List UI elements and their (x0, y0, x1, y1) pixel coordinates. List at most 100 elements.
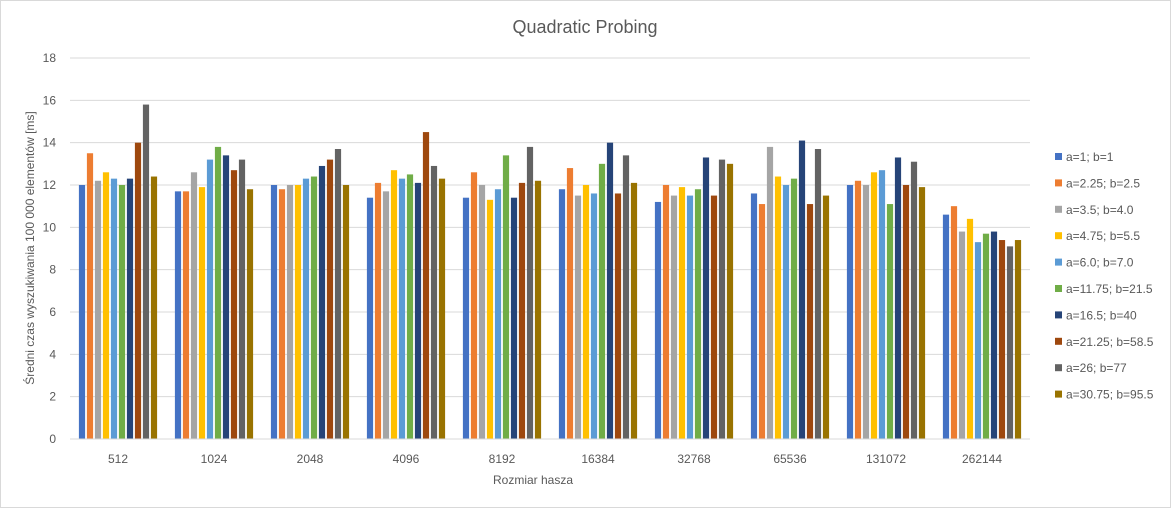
legend-swatch (1055, 258, 1062, 266)
bar (846, 185, 854, 439)
bar (670, 195, 678, 439)
legend-swatch (1055, 390, 1062, 398)
bar (558, 189, 566, 439)
legend: a=1; b=1 a=2.25; b=2.5 a=3.5; b=4.0 a=4.75;… (1055, 150, 1154, 402)
bar (478, 185, 486, 439)
bar (102, 172, 110, 440)
x-tick-label: 512 (108, 452, 128, 466)
bar (798, 140, 806, 440)
bar (918, 187, 926, 439)
bar (150, 176, 158, 440)
legend-swatch (1055, 285, 1062, 292)
bar (110, 178, 118, 439)
bar (126, 178, 134, 439)
bar (470, 172, 478, 440)
bar (214, 146, 222, 439)
x-tick-label: 16384 (581, 452, 615, 466)
legend-swatch (1055, 337, 1062, 345)
y-axis-ticks: 0 2 4 6 8 10 12 14 16 18 (43, 51, 57, 446)
bar (278, 189, 286, 439)
bar (238, 159, 246, 439)
bar (790, 178, 798, 439)
chart-title: Quadratic Probing (512, 17, 657, 37)
bar (862, 185, 870, 439)
y-axis-title: Średni czas wyszukiwania 100 000 element… (22, 111, 37, 384)
bar (318, 165, 326, 439)
bar (606, 142, 614, 439)
legend-label: a=11.75; b=21.5 (1066, 282, 1153, 296)
bar (174, 191, 182, 439)
bar (662, 185, 670, 439)
bar (382, 191, 390, 439)
bar (574, 195, 582, 439)
bar (590, 193, 598, 439)
bar (510, 197, 518, 439)
bar (142, 104, 150, 440)
x-axis-ticks: 512 1024 2048 4096 8192 16384 32768 65536 131072… (108, 452, 1002, 466)
legend-label: a=3.5; b=4.0 (1066, 203, 1134, 217)
x-tick-label: 4096 (393, 452, 420, 466)
gridlines (70, 57, 1030, 398)
bar (406, 174, 414, 439)
bar (294, 185, 302, 439)
bar (270, 185, 278, 439)
bar (566, 168, 574, 440)
bar (374, 182, 382, 439)
bar (902, 185, 910, 439)
bars (78, 104, 1022, 440)
y-tick-label: 8 (49, 263, 56, 277)
x-axis-title: Rozmiar hasza (493, 473, 573, 487)
bar (910, 161, 918, 439)
bar (326, 159, 334, 439)
bar (878, 170, 886, 439)
bar (966, 218, 974, 439)
bar (366, 197, 374, 439)
legend-label: a=2.25; b=2.5 (1066, 176, 1140, 190)
x-tick-label: 32768 (677, 452, 711, 466)
bar (582, 185, 590, 439)
bar (526, 146, 534, 439)
bar (630, 182, 638, 439)
bar (334, 149, 342, 439)
bar (222, 155, 230, 439)
y-tick-label: 4 (49, 347, 56, 361)
legend-swatch (1055, 232, 1062, 240)
bar (982, 233, 990, 439)
x-tick-label: 2048 (297, 452, 324, 466)
bar (942, 214, 950, 439)
bar (430, 165, 438, 439)
bar (766, 146, 774, 439)
bar (854, 180, 862, 439)
y-tick-label: 0 (49, 432, 56, 446)
bar (1014, 240, 1022, 439)
bar (710, 195, 718, 439)
bar (230, 170, 238, 439)
legend-label: a=6.0; b=7.0 (1066, 256, 1134, 270)
bar (822, 195, 830, 439)
bar (806, 204, 814, 439)
y-tick-label: 16 (43, 93, 57, 107)
bar (686, 195, 694, 439)
bar (518, 182, 526, 439)
x-tick-label: 262144 (962, 452, 1002, 466)
bar (950, 206, 958, 439)
bar (182, 191, 190, 439)
legend-label: a=30.75; b=95.5 (1066, 388, 1154, 402)
y-tick-label: 14 (43, 136, 57, 150)
bar (598, 163, 606, 440)
bar (990, 231, 998, 439)
legend-swatch (1055, 153, 1062, 160)
bar (494, 189, 502, 439)
bar (94, 180, 102, 439)
bar (462, 197, 470, 439)
bar (86, 153, 94, 439)
bar (814, 149, 822, 439)
bar (190, 172, 198, 440)
bar (694, 189, 702, 439)
bar (782, 185, 790, 439)
legend-label: a=21.25; b=58.5 (1066, 335, 1154, 349)
bar (198, 187, 206, 439)
bar (286, 185, 294, 439)
bar (886, 204, 894, 439)
